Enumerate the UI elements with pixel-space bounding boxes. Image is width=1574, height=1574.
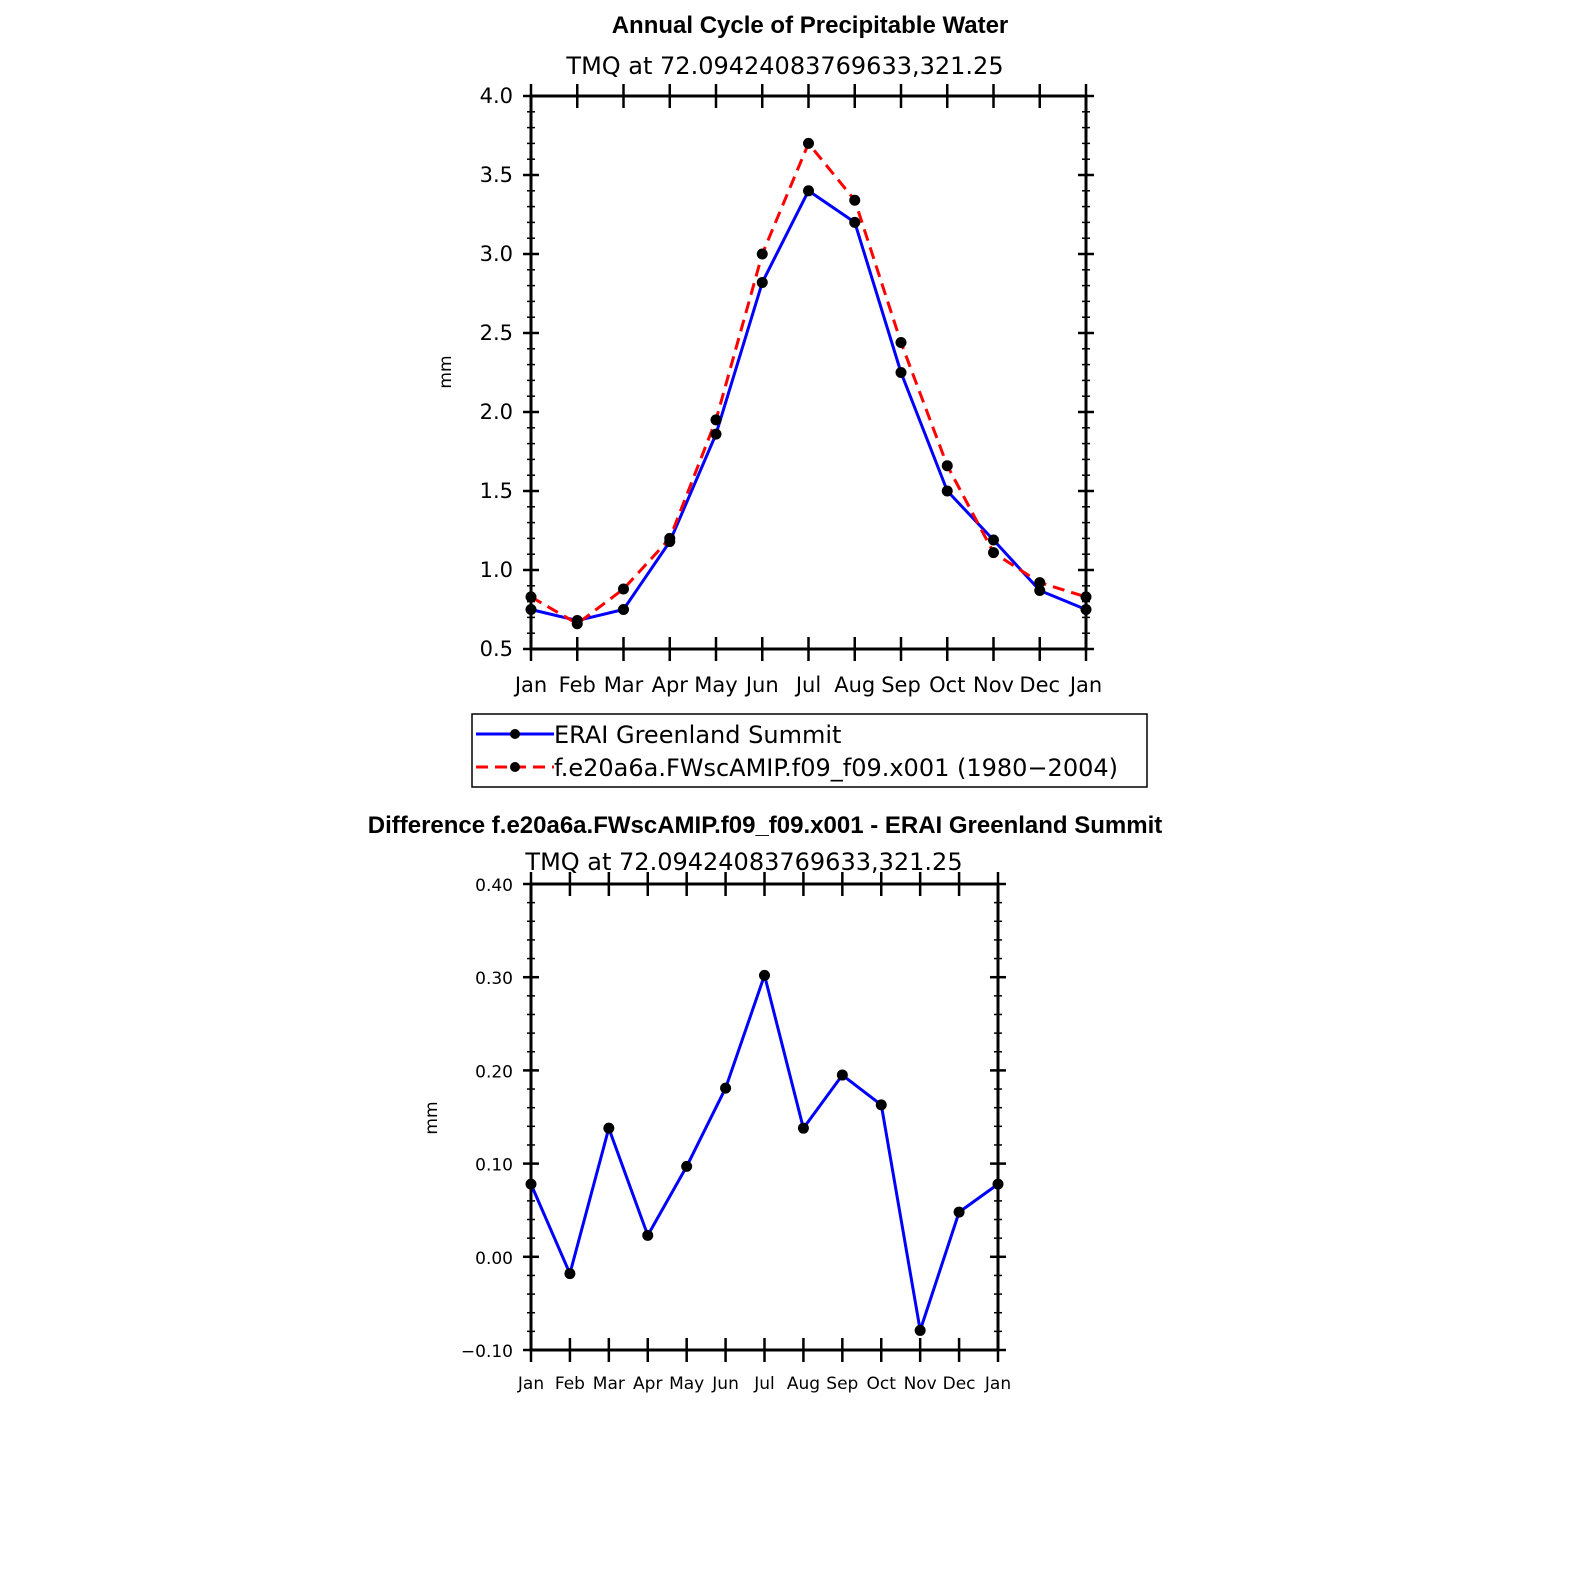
data-point-series0-8 [895,367,907,378]
data-point-series0-2 [618,604,629,615]
data-point-series1-10 [988,547,999,559]
legend-label-erai: ERAI Greenland Summit [554,721,841,749]
x-tick-label: Mar [604,673,644,697]
data-point-series1-7 [849,194,861,206]
chart1-title: Annual Cycle of Precipitable Water [612,12,1009,39]
data-point-series1-11 [1034,577,1046,589]
legend-marker-model [510,762,520,772]
y-tick-label: 0.20 [475,1062,513,1082]
series-line-0 [529,973,999,1332]
data-point-series1-3 [664,532,676,544]
chart1-subtitle: TMQ at 72.09424083769633,321.25 [565,52,1003,80]
x-tick-label: Jan [984,1374,1011,1394]
data-point-series0-8 [836,1069,848,1081]
x-tick-label: Feb [555,1374,585,1394]
x-tick-label: Jan [517,1374,544,1394]
x-tick-label: Feb [559,673,596,697]
x-tick-label: Jun [744,673,779,697]
x-tick-label: Oct [929,673,965,697]
data-point-series0-5 [720,1082,732,1094]
data-point-series1-9 [941,460,953,472]
legend-box [471,713,1148,788]
chart1-plot-frame [529,94,1088,651]
x-tick-label: Apr [652,673,689,697]
x-tick-label: Jul [794,673,821,697]
y-tick-label: 1.5 [480,479,513,503]
data-point-series0-10 [988,534,999,546]
chart2-plot-frame [529,882,1000,1352]
y-tick-label: 0.40 [475,876,513,896]
x-tick-label: Aug [787,1374,820,1394]
x-tick-label: Jul [753,1374,775,1394]
x-tick-label: Jan [1068,673,1102,697]
x-tick-label: Sep [826,1374,858,1394]
y-tick-label: 4.0 [480,84,513,108]
data-point-series1-6 [803,137,814,149]
y-tick-label: 2.5 [480,321,513,345]
data-point-series0-10 [914,1324,926,1336]
series-line-0 [530,189,1087,623]
y-tick-label: 0.10 [475,1156,513,1176]
chart1-ylabel: mm [436,355,456,388]
x-tick-label: Nov [973,673,1014,697]
x-tick-label: Jan [513,673,547,697]
annual-cycle-chart: Annual Cycle of Precipitable Water TMQ a… [436,12,1148,788]
difference-chart: Difference f.e20a6a.FWscAMIP.f09_f09.x00… [368,812,1163,1394]
data-point-series0-6 [803,185,814,197]
legend-label-model: f.e20a6a.FWscAMIP.f09_f09.x001 (1980−200… [554,754,1118,782]
data-point-series0-7 [849,216,861,228]
x-tick-label: May [694,673,737,697]
data-point-series0-5 [756,276,768,288]
data-point-series0-9 [875,1099,887,1111]
x-tick-label: Mar [593,1374,625,1394]
y-tick-label: 0.5 [480,637,513,661]
data-point-series1-5 [756,248,768,260]
data-point-series0-2 [603,1122,615,1134]
data-point-series0-11 [953,1206,965,1218]
chart2-title: Difference f.e20a6a.FWscAMIP.f09_f09.x00… [368,812,1163,839]
x-tick-label: Dec [943,1374,976,1394]
data-point-series0-7 [797,1122,809,1134]
data-point-series0-9 [941,485,953,497]
x-tick-label: Dec [1019,673,1060,697]
y-tick-label: 3.5 [480,163,513,187]
x-tick-label: Apr [633,1374,662,1394]
x-tick-label: Sep [881,673,921,697]
chart2-subtitle: TMQ at 72.09424083769633,321.25 [524,848,962,876]
y-tick-label: 0.30 [475,969,513,989]
x-tick-label: May [669,1374,704,1394]
y-tick-label: −0.10 [461,1342,513,1362]
data-point-series0-11 [1034,585,1046,597]
chart1-legend: ERAI Greenland Summit f.e20a6a.FWscAMIP.… [471,713,1148,788]
data-point-series1-1 [571,618,583,630]
x-tick-label: Jun [711,1374,739,1394]
data-point-series0-4 [710,428,722,440]
y-tick-label: 3.0 [480,242,513,266]
data-point-series0-4 [681,1160,693,1172]
legend-marker-erai [510,729,520,739]
data-point-series1-2 [618,583,629,595]
data-point-series0-3 [642,1229,654,1241]
data-point-series0-1 [564,1268,576,1280]
x-tick-label: Aug [834,673,875,697]
chart2-ylabel: mm [422,1101,442,1134]
data-point-series0-6 [759,969,770,981]
y-tick-label: 0.00 [475,1249,513,1269]
data-point-series1-4 [710,414,722,426]
x-tick-label: Nov [904,1374,937,1394]
x-tick-label: Oct [867,1374,897,1394]
data-point-series1-8 [895,336,907,348]
y-tick-label: 1.0 [480,558,513,582]
y-tick-label: 2.0 [480,400,513,424]
